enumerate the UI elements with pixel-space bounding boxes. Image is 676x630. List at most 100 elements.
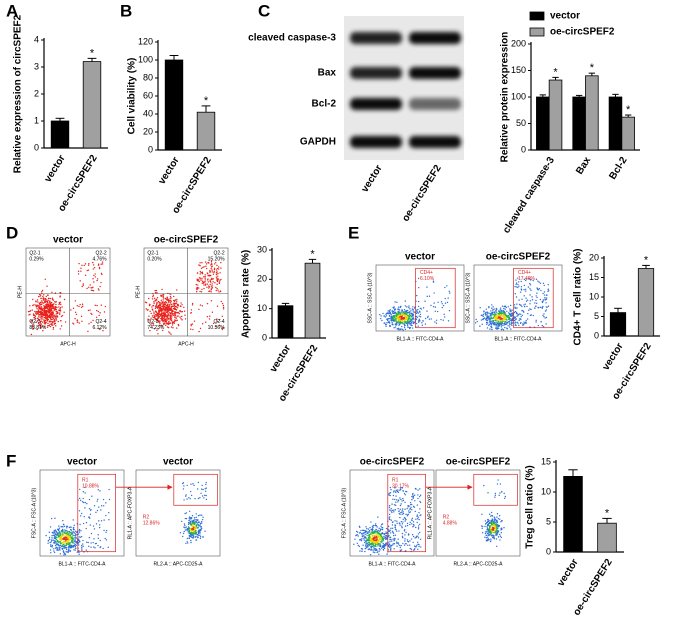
event-dot bbox=[506, 310, 508, 313]
event-dot bbox=[369, 549, 372, 551]
event-dot bbox=[200, 267, 203, 270]
event-dot bbox=[61, 306, 63, 308]
event-dot bbox=[216, 267, 219, 270]
event-dot bbox=[191, 304, 194, 306]
event-dot bbox=[391, 503, 393, 505]
bar bbox=[304, 262, 321, 339]
event-dot bbox=[409, 521, 411, 524]
event-dot bbox=[385, 312, 388, 315]
event-dot bbox=[362, 538, 364, 540]
event-dot bbox=[492, 306, 494, 308]
event-dot bbox=[42, 299, 45, 301]
event-dot bbox=[382, 537, 385, 540]
event-dot bbox=[35, 311, 38, 313]
event-dot bbox=[73, 549, 75, 551]
event-dot bbox=[521, 305, 523, 308]
event-dot bbox=[396, 520, 398, 522]
event-dot bbox=[153, 311, 155, 313]
event-dot bbox=[382, 539, 384, 541]
event-dot bbox=[71, 544, 73, 547]
event-dot bbox=[393, 543, 396, 545]
event-dot bbox=[215, 261, 217, 264]
event-dot bbox=[62, 538, 64, 540]
event-dot bbox=[190, 328, 192, 330]
event-dot bbox=[385, 542, 387, 545]
event-dot bbox=[414, 510, 416, 513]
event-dot bbox=[547, 305, 550, 307]
event-dot bbox=[544, 317, 546, 319]
event-dot bbox=[41, 312, 43, 315]
event-dot bbox=[406, 515, 409, 517]
event-dot bbox=[376, 526, 378, 528]
event-dot bbox=[385, 532, 387, 535]
event-dot bbox=[212, 273, 215, 275]
event-dot bbox=[216, 283, 218, 285]
event-dot bbox=[484, 312, 486, 315]
event-dot bbox=[89, 284, 91, 286]
event-dot bbox=[391, 540, 393, 542]
event-dot bbox=[47, 305, 49, 308]
event-dot bbox=[101, 261, 104, 263]
event-dot bbox=[218, 324, 221, 327]
event-dot bbox=[400, 322, 402, 324]
event-dot bbox=[98, 289, 100, 291]
event-dot bbox=[81, 264, 83, 266]
event-dot bbox=[426, 310, 428, 312]
event-dot bbox=[396, 489, 399, 491]
event-dot bbox=[211, 283, 213, 285]
event-dot bbox=[158, 312, 160, 314]
event-dot bbox=[401, 532, 404, 535]
event-dot bbox=[215, 289, 217, 292]
event-dot bbox=[418, 518, 420, 521]
event-dot bbox=[201, 484, 203, 487]
event-dot bbox=[437, 301, 439, 303]
event-dot bbox=[518, 324, 520, 327]
event-dot bbox=[410, 322, 413, 324]
event-dot bbox=[145, 308, 147, 310]
y-tick-label: 2 bbox=[34, 88, 39, 98]
quadrant-label: 10.36% bbox=[208, 325, 226, 331]
event-dot bbox=[441, 303, 443, 305]
event-dot bbox=[175, 302, 178, 304]
event-dot bbox=[211, 271, 213, 273]
event-dot bbox=[401, 525, 403, 527]
event-dot bbox=[444, 286, 446, 289]
event-dot bbox=[542, 325, 545, 328]
bar bbox=[597, 522, 617, 553]
plot-y-label: FSC-A :: FSC-A (10^3) bbox=[341, 487, 347, 538]
event-dot bbox=[93, 274, 95, 277]
event-dot bbox=[391, 527, 394, 530]
y-tick-label: 15 bbox=[541, 456, 551, 466]
event-dot bbox=[147, 318, 149, 320]
event-dot bbox=[379, 530, 381, 532]
event-dot bbox=[446, 285, 448, 287]
event-dot bbox=[180, 305, 182, 308]
event-dot bbox=[108, 488, 110, 491]
event-dot bbox=[519, 318, 521, 320]
event-dot bbox=[399, 508, 401, 511]
event-dot bbox=[415, 536, 417, 539]
event-dot bbox=[495, 310, 497, 312]
event-dot bbox=[442, 319, 444, 321]
event-dot bbox=[189, 524, 192, 526]
event-dot bbox=[377, 529, 379, 532]
event-dot bbox=[408, 317, 410, 319]
event-dot bbox=[484, 532, 487, 535]
event-dot bbox=[165, 314, 167, 316]
event-dot bbox=[426, 286, 428, 288]
event-dot bbox=[388, 517, 390, 519]
y-tick-label: 60 bbox=[143, 90, 153, 100]
event-dot bbox=[366, 528, 368, 530]
quadrant-label: 88.81% bbox=[29, 325, 47, 331]
event-dot bbox=[86, 502, 88, 505]
event-dot bbox=[490, 540, 492, 542]
event-dot bbox=[63, 298, 66, 301]
event-dot bbox=[390, 545, 392, 548]
event-dot bbox=[417, 277, 420, 280]
event-dot bbox=[58, 534, 61, 536]
event-dot bbox=[59, 308, 61, 310]
event-dot bbox=[421, 324, 424, 327]
event-dot bbox=[216, 287, 218, 290]
event-dot bbox=[503, 307, 505, 310]
event-dot bbox=[49, 323, 51, 326]
